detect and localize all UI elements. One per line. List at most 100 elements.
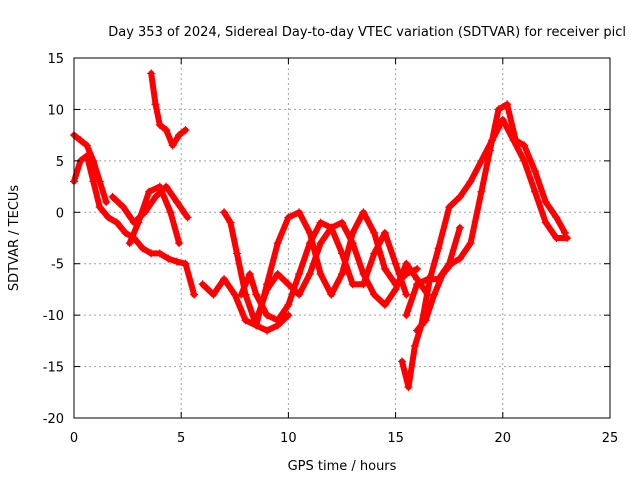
data-point-marker (262, 311, 271, 320)
data-point-marker (434, 275, 443, 284)
data-point-marker (284, 311, 293, 320)
data-point-marker (262, 326, 271, 335)
data-point-marker (241, 316, 250, 325)
data-point-marker (380, 264, 389, 273)
data-point-marker (316, 270, 325, 278)
data-point-marker (273, 270, 282, 278)
data-point-marker (455, 223, 464, 232)
data-point-marker (226, 218, 235, 227)
data-point-marker (172, 198, 181, 206)
series-trace-track-c (109, 183, 191, 226)
data-point-marker (175, 131, 184, 140)
data-point-marker (232, 249, 241, 258)
data-point-marker (348, 239, 357, 248)
data-point-marker (89, 156, 98, 165)
data-point-marker (498, 115, 507, 124)
data-point-marker (119, 203, 128, 212)
data-point-marker (295, 290, 304, 299)
data-point-marker (402, 311, 411, 320)
y-tick-label: 10 (47, 103, 64, 118)
data-point-marker (316, 218, 325, 227)
data-point-marker (380, 300, 389, 309)
data-point-marker (181, 259, 190, 268)
y-tick-label: 15 (47, 52, 64, 67)
data-point-marker (252, 316, 261, 325)
series-trace-track-l (403, 224, 463, 319)
data-point-marker (125, 239, 134, 248)
data-point-marker (151, 100, 160, 109)
data-point-marker (138, 244, 147, 253)
data-point-marker (466, 239, 475, 248)
data-point-marker (511, 136, 520, 145)
data-point-marker (370, 228, 379, 237)
data-point-marker (209, 290, 218, 299)
data-point-marker (284, 280, 293, 289)
data-point-marker (273, 316, 282, 325)
data-point-marker (164, 254, 173, 263)
series-layer (70, 69, 572, 392)
data-point-marker (168, 141, 177, 150)
data-point-marker (166, 208, 175, 217)
data-point-marker (147, 69, 156, 78)
tick-layer: 0 5 10 15 20 25 -20 -15 -10 -5 0 5 10 15 (43, 52, 619, 446)
data-point-marker (560, 228, 569, 237)
data-point-marker (445, 259, 454, 268)
data-point-marker (175, 239, 184, 248)
data-point-marker (151, 192, 160, 201)
data-point-marker (421, 316, 430, 325)
data-point-marker (477, 187, 486, 196)
data-point-marker (295, 270, 304, 278)
data-point-marker (252, 290, 261, 299)
data-point-marker (423, 275, 432, 284)
data-point-marker (262, 285, 271, 294)
data-point-marker (338, 270, 346, 278)
data-point-marker (398, 357, 407, 366)
x-tick-label: 0 (70, 431, 78, 446)
y-axis-label: SDTVAR / TECUs (7, 185, 22, 292)
data-point-marker (541, 198, 550, 206)
data-point-marker (552, 234, 561, 242)
data-point-marker (102, 198, 111, 206)
data-point-marker (338, 249, 346, 258)
y-tick-label: -5 (51, 258, 64, 273)
data-point-marker (391, 259, 400, 268)
y-tick-label: -15 (43, 361, 64, 376)
data-point-marker (552, 213, 561, 222)
data-point-marker (76, 136, 85, 145)
data-point-marker (198, 280, 207, 289)
data-point-marker (305, 270, 314, 278)
data-point-marker (466, 177, 475, 186)
x-tick-label: 15 (387, 431, 404, 446)
data-point-marker (410, 342, 419, 350)
data-point-marker (404, 383, 413, 392)
data-point-marker (104, 213, 113, 222)
y-tick-label: -20 (43, 412, 64, 427)
data-point-marker (273, 239, 282, 248)
data-point-marker (121, 228, 130, 237)
data-point-marker (541, 218, 550, 227)
data-point-marker (237, 290, 246, 299)
data-point-marker (359, 208, 368, 217)
data-point-marker (520, 141, 529, 150)
data-point-marker (82, 141, 91, 150)
data-point-marker (530, 167, 539, 176)
series-trace-track-b (71, 132, 110, 205)
series-trace-track-j (399, 116, 571, 391)
data-point-marker (370, 290, 379, 299)
data-point-marker (155, 120, 164, 129)
x-axis-label: GPS time / hours (288, 459, 397, 474)
data-point-marker (327, 290, 336, 299)
x-tick-label: 20 (495, 431, 512, 446)
data-point-marker (380, 228, 389, 237)
data-point-marker (295, 208, 304, 217)
data-point-marker (434, 244, 443, 253)
data-point-marker (485, 146, 494, 155)
data-point-marker (430, 290, 439, 299)
data-point-marker (413, 264, 422, 273)
data-point-marker (183, 213, 192, 222)
data-point-marker (563, 234, 572, 242)
data-point-marker (370, 249, 379, 258)
data-point-marker (413, 280, 422, 289)
data-point-marker (359, 270, 368, 278)
data-point-marker (316, 239, 325, 248)
